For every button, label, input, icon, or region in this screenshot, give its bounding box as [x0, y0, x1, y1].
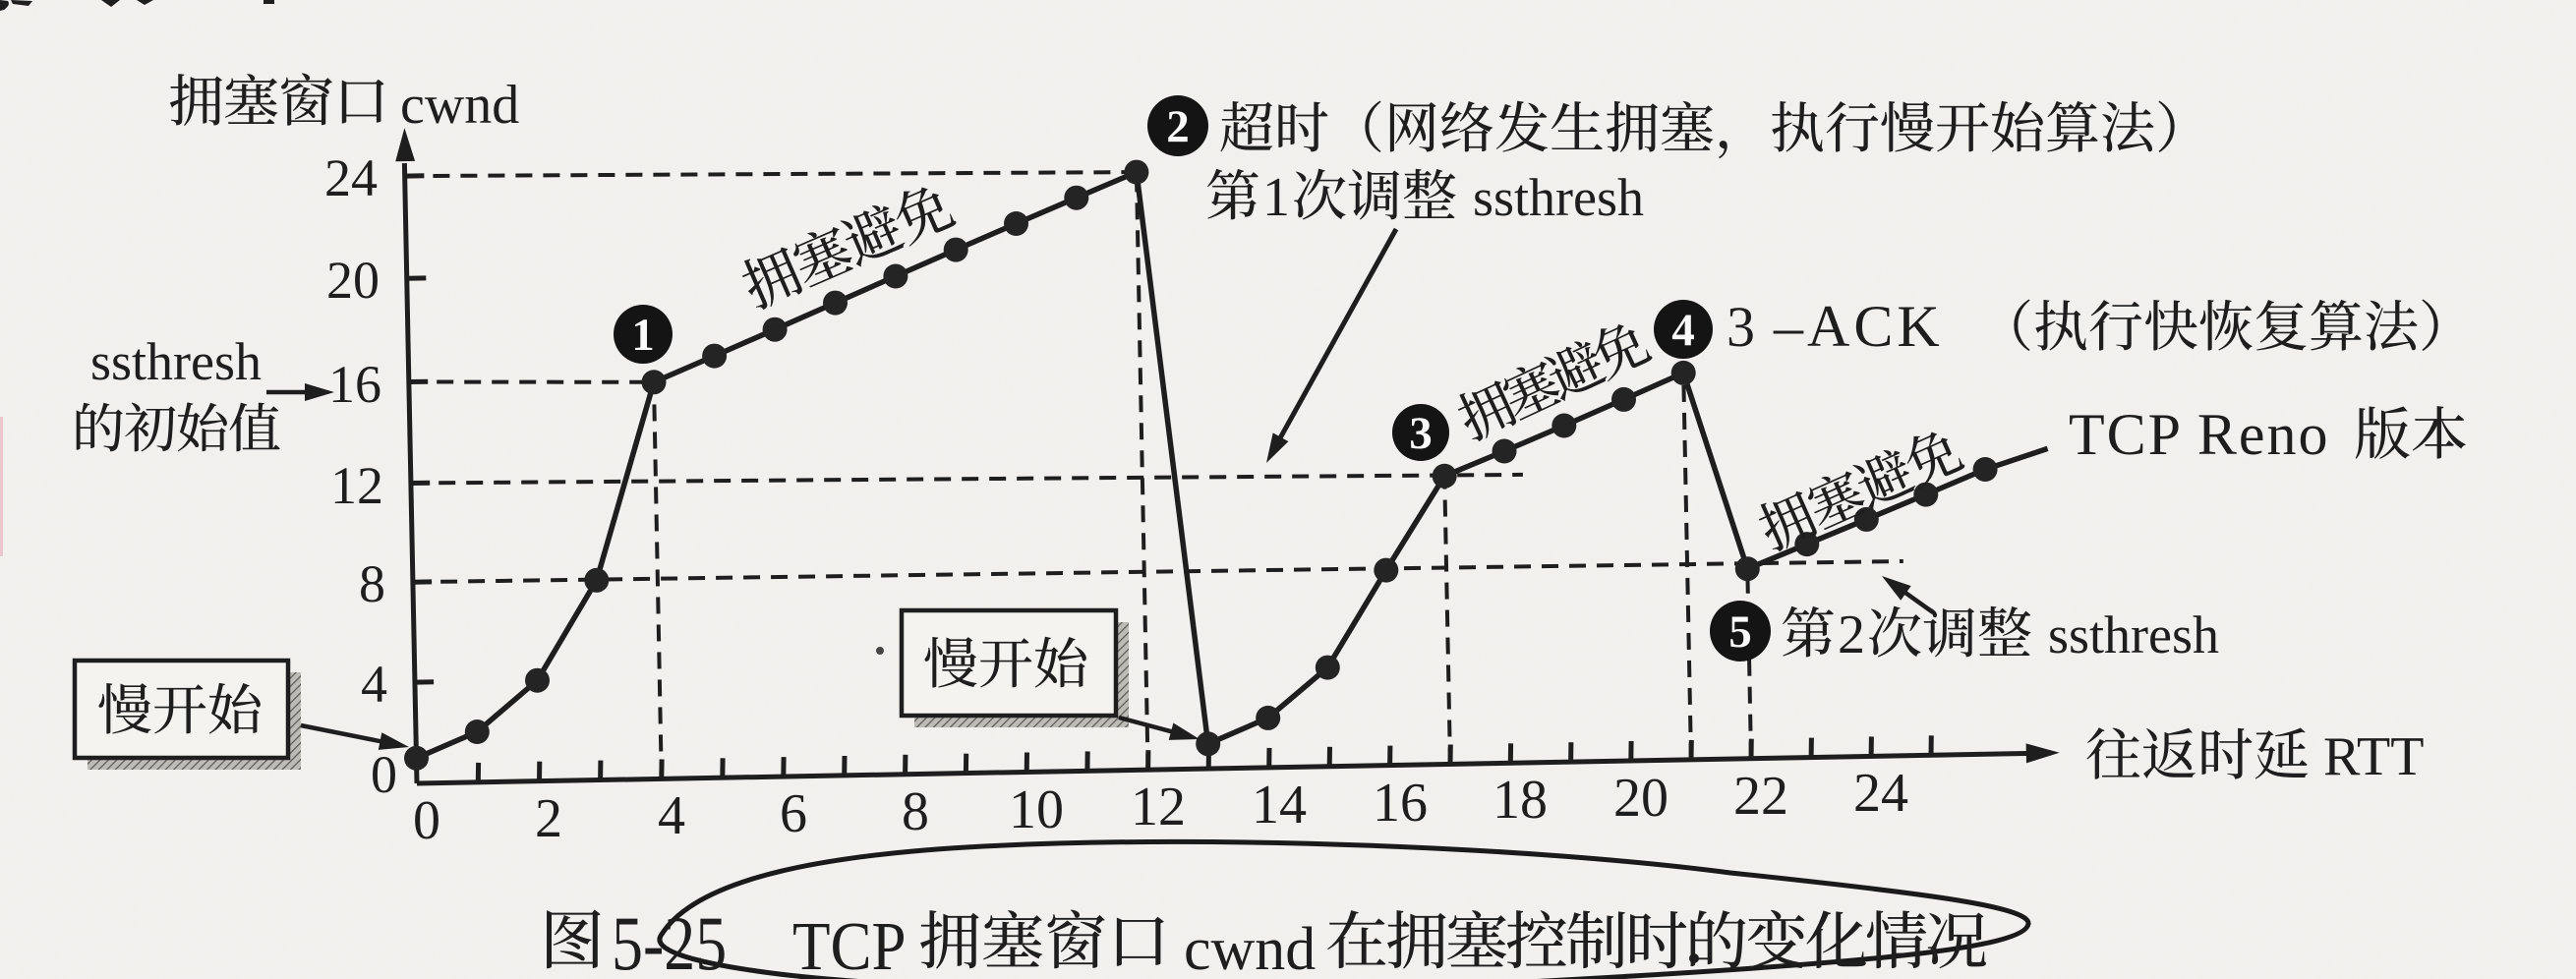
svg-text:8: 8 [359, 554, 385, 613]
svg-text:20: 20 [326, 251, 380, 310]
svg-text:2: 2 [535, 788, 562, 849]
svg-text:10: 10 [1009, 779, 1064, 840]
svg-text:6: 6 [780, 783, 807, 844]
svg-text:ssthresh: ssthresh [90, 332, 262, 391]
svg-text:12: 12 [330, 456, 383, 515]
svg-text:4: 4 [1671, 305, 1695, 356]
svg-text:–ACK: –ACK [1773, 294, 1944, 359]
svg-text:24: 24 [324, 148, 378, 207]
svg-text:8: 8 [902, 781, 929, 842]
svg-text:cwnd: cwnd [400, 75, 519, 136]
svg-text:1: 1 [1262, 167, 1290, 228]
svg-text:16: 16 [328, 355, 381, 414]
svg-text:18: 18 [1493, 770, 1548, 831]
svg-text:22: 22 [1733, 766, 1788, 827]
svg-text:5-25: 5-25 [612, 901, 727, 979]
svg-text:ssthresh: ssthresh [2048, 605, 2219, 664]
svg-text:2: 2 [1166, 101, 1190, 152]
svg-text:cwnd: cwnd [1184, 916, 1316, 979]
svg-text:TCP Reno: TCP Reno [2069, 402, 2329, 467]
svg-text:2: 2 [1838, 605, 1865, 665]
svg-text:RTT: RTT [2323, 726, 2424, 787]
svg-text:12: 12 [1131, 777, 1186, 837]
svg-text:0: 0 [413, 790, 440, 851]
svg-text:3: 3 [1727, 295, 1755, 359]
svg-text:1: 1 [631, 310, 655, 361]
svg-text:5: 5 [1728, 606, 1752, 658]
svg-text:4: 4 [658, 785, 685, 846]
svg-text:14: 14 [1252, 775, 1307, 835]
svg-text:20: 20 [1613, 768, 1669, 829]
svg-text:16: 16 [1373, 773, 1428, 834]
svg-text:4: 4 [361, 655, 387, 714]
svg-text:3: 3 [1409, 408, 1433, 459]
svg-text:TCP: TCP [792, 909, 907, 979]
svg-text:0: 0 [371, 745, 397, 804]
svg-text:ssthresh: ssthresh [1473, 168, 1644, 227]
svg-text:24: 24 [1853, 763, 1908, 824]
